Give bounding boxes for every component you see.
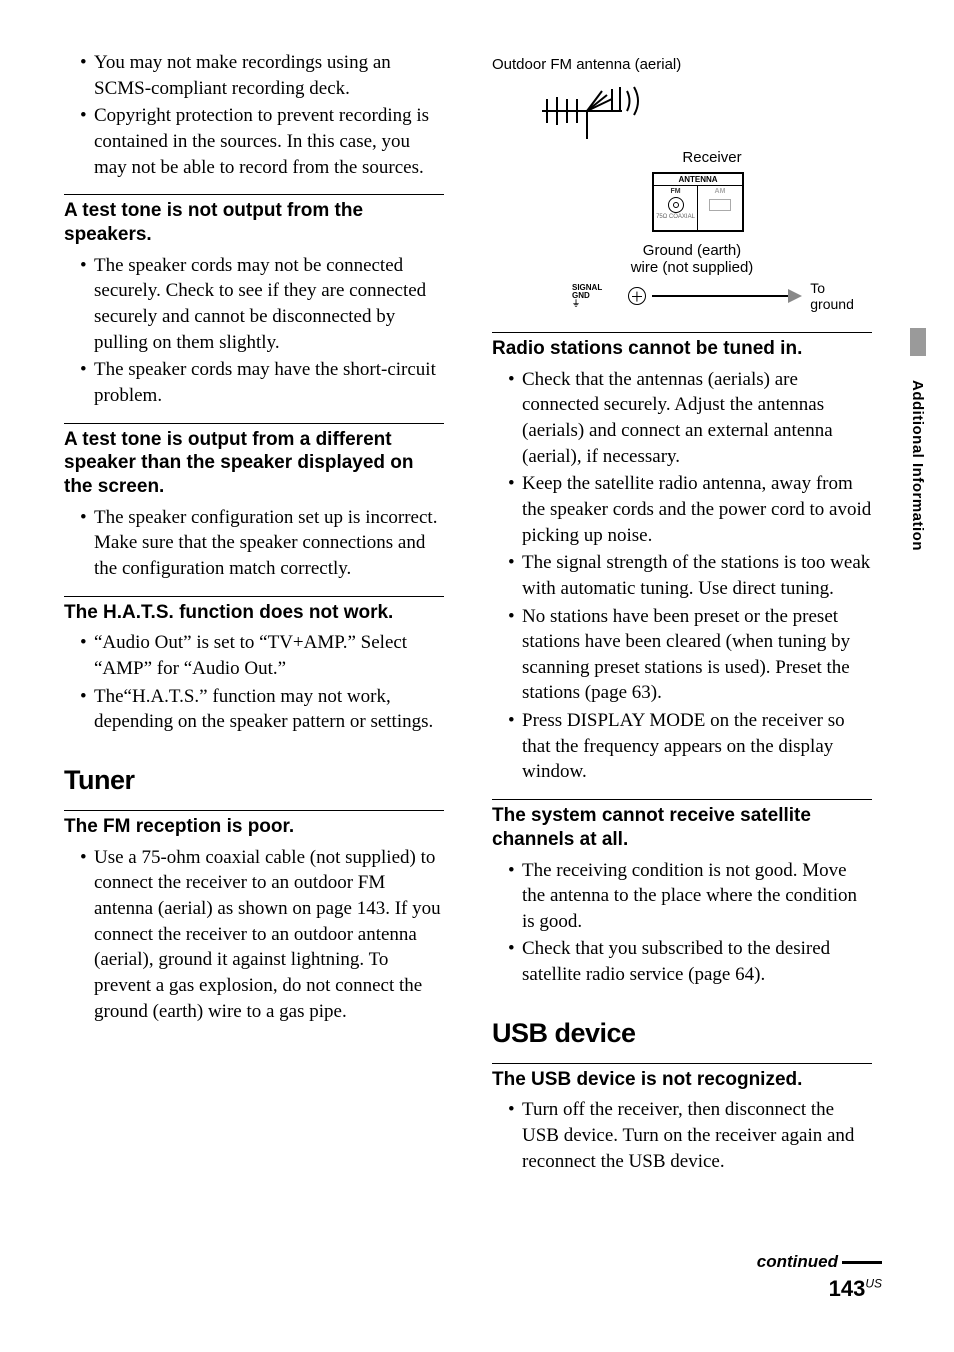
am-label: AM [698,186,742,195]
section-heading: The USB device is not recognized. [492,1068,872,1092]
divider [64,423,444,424]
wire-line-icon [652,295,791,297]
divider [64,194,444,195]
list-item: You may not make recordings using an SCM… [80,50,444,101]
divider [492,1063,872,1064]
continued-indicator: continued [757,1252,882,1272]
list-item: No stations have been preset or the pres… [508,604,872,707]
bullet-list: The speaker configuration set up is inco… [64,505,444,582]
divider [64,596,444,597]
continued-bar-icon [842,1261,882,1264]
side-tab-indicator [910,328,926,356]
bullet-list: “Audio Out” is set to “TV+AMP.” Select “… [64,630,444,735]
section-heading: A test tone is not output from the speak… [64,199,444,247]
am-port-icon [709,199,731,211]
list-item: The“H.A.T.S.” function may not work, dep… [80,684,444,735]
page-footer: continued 143US [757,1252,882,1302]
list-item: Check that you subscribed to the desired… [508,936,872,987]
section-heading: The system cannot receive satellite chan… [492,804,872,852]
divider [492,332,872,333]
coax-port-icon [668,197,684,213]
ground-wire-label: Ground (earth) wire (not supplied) [592,242,792,276]
to-ground-label: To ground [810,280,872,312]
left-column: You may not make recordings using an SCM… [64,50,444,1176]
ground-terminal-icon [628,287,646,305]
list-item: Check that the antennas (aerials) are co… [508,367,872,470]
list-item: Use a 75-ohm coaxial cable (not supplied… [80,845,444,1024]
bullet-list: The receiving condition is not good. Mov… [492,858,872,988]
antenna-box-label: ANTENNA [654,174,742,186]
diagram-caption: Outdoor FM antenna (aerial) [492,56,872,73]
bullet-list: Check that the antennas (aerials) are co… [492,367,872,785]
section-heading: A test tone is output from a different s… [64,428,444,499]
receiver-label: Receiver [612,149,812,166]
signal-gnd-label: SIGNAL GND⏚ [572,284,622,308]
ground-line: SIGNAL GND⏚ To ground [572,280,872,312]
list-item: The signal strength of the stations is t… [508,550,872,601]
list-item: The speaker cords may have the short-cir… [80,357,444,408]
list-item: Press DISPLAY MODE on the receiver so th… [508,708,872,785]
intro-bullet-list: You may not make recordings using an SCM… [64,50,444,180]
list-item: Keep the satellite radio antenna, away f… [508,471,872,548]
list-item: Copyright protection to prevent recordin… [80,103,444,180]
section-heading: The H.A.T.S. function does not work. [64,601,444,625]
major-heading-tuner: Tuner [64,765,444,796]
bullet-list: Use a 75-ohm coaxial cable (not supplied… [64,845,444,1024]
coaxial-label: 75Ω COAXIAL [654,213,697,220]
divider [492,799,872,800]
bullet-list: The speaker cords may not be connected s… [64,253,444,409]
section-heading: The FM reception is poor. [64,815,444,839]
list-item: The speaker cords may not be connected s… [80,253,444,356]
divider [64,810,444,811]
ground-symbol-icon: ⏚ [572,299,580,308]
bullet-list: Turn off the receiver, then disconnect t… [492,1097,872,1174]
right-column: Outdoor FM antenna (aerial) [492,50,872,1176]
side-section-label: Additional Information [909,380,926,551]
list-item: Turn off the receiver, then disconnect t… [508,1097,872,1174]
antenna-icon [532,81,692,141]
section-heading: Radio stations cannot be tuned in. [492,337,872,361]
list-item: The speaker configuration set up is inco… [80,505,444,582]
list-item: The receiving condition is not good. Mov… [508,858,872,935]
major-heading-usb: USB device [492,1018,872,1049]
page-number: 143US [757,1276,882,1302]
fm-label: FM [654,186,697,195]
receiver-box-icon: ANTENNA FM 75Ω COAXIAL AM [652,172,744,232]
arrow-right-icon [788,289,802,303]
antenna-diagram: Outdoor FM antenna (aerial) [492,56,872,312]
list-item: “Audio Out” is set to “TV+AMP.” Select “… [80,630,444,681]
